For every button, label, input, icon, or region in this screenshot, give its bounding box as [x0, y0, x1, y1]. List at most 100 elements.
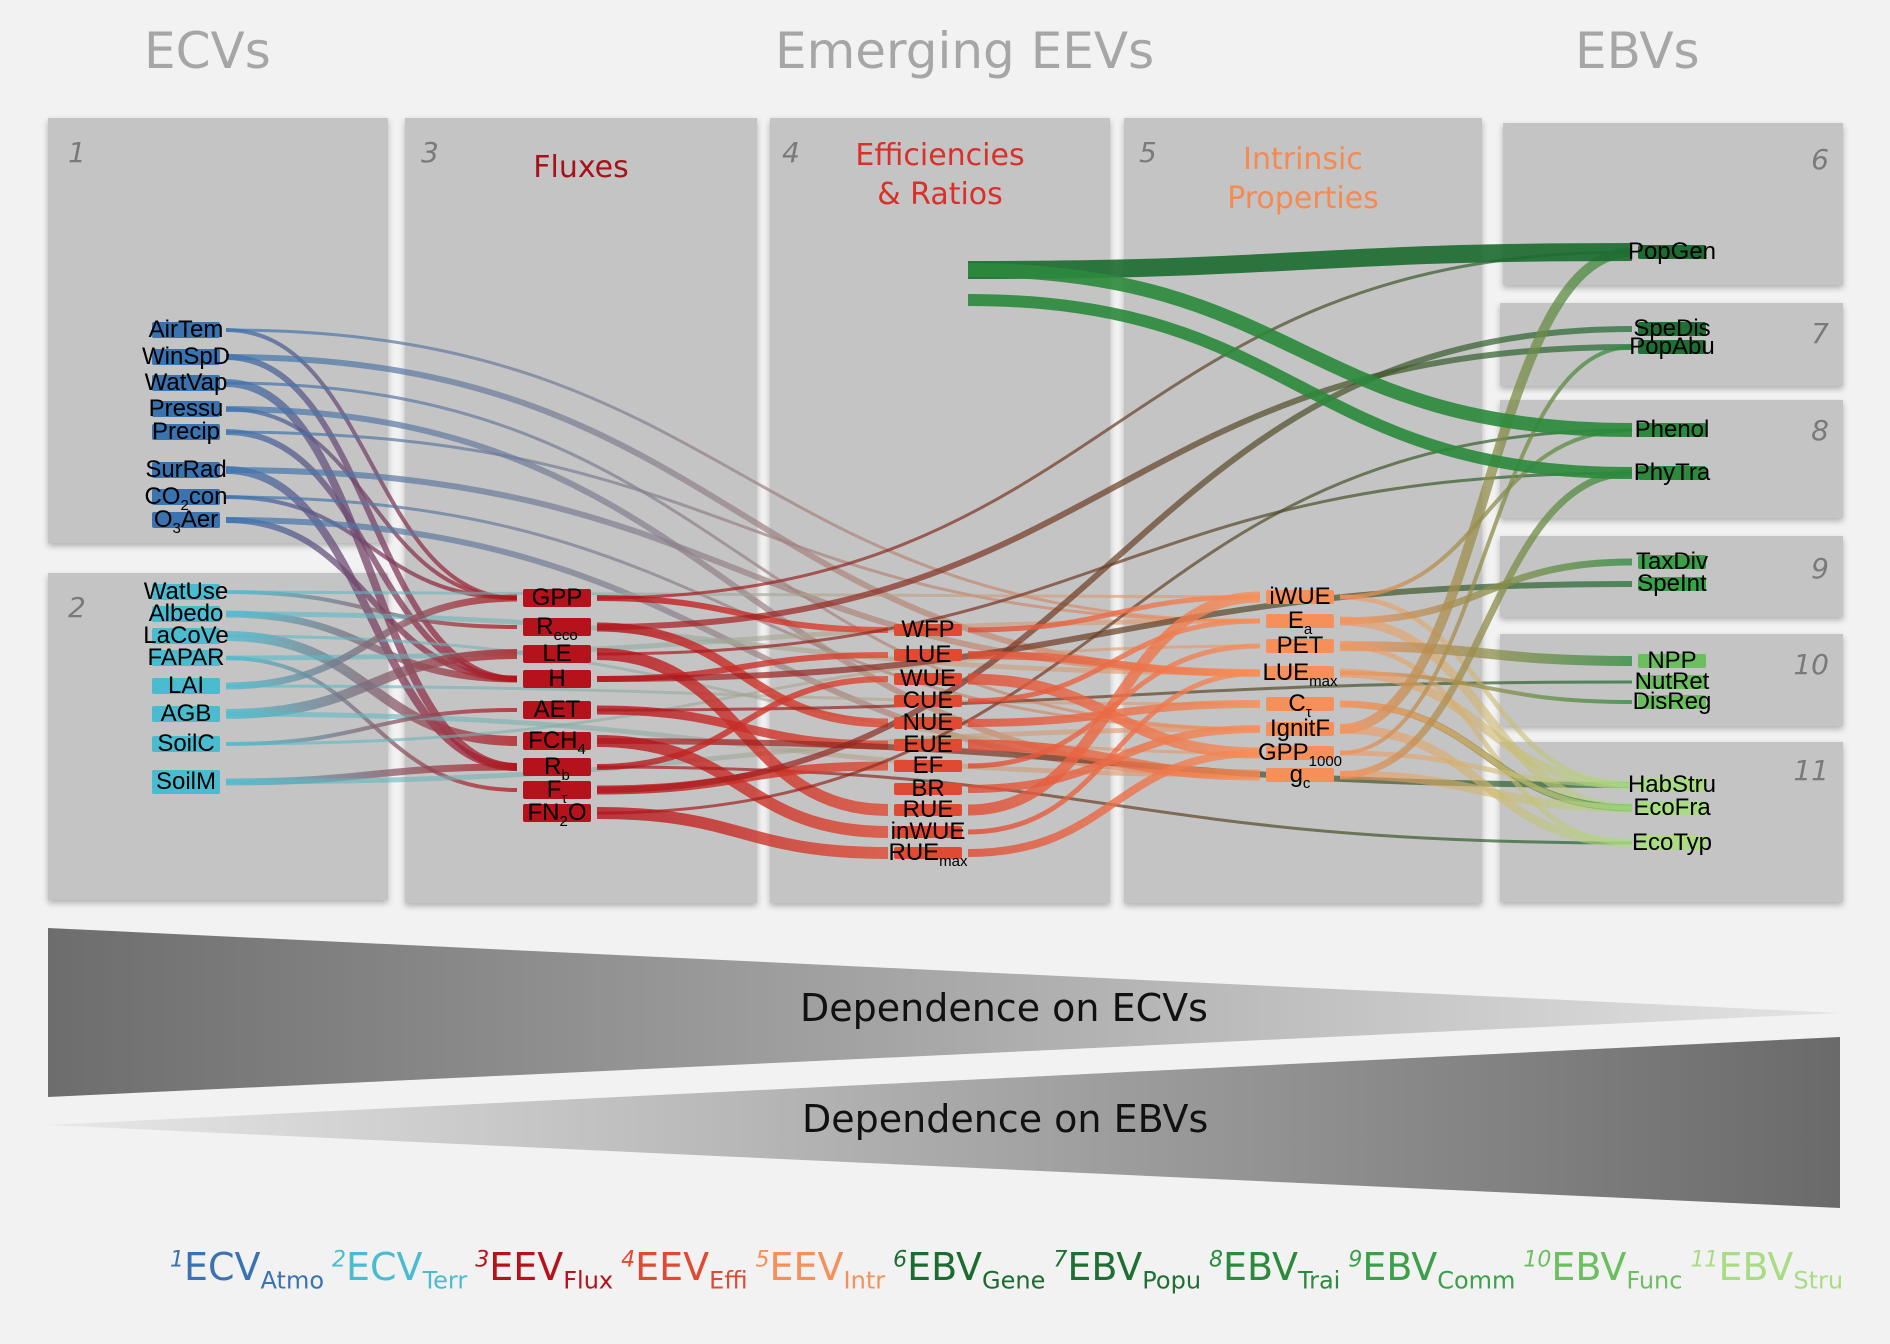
- node-bar-pet: [1266, 639, 1334, 653]
- node-bar-lue: [894, 649, 962, 661]
- panel-number: 11: [1793, 754, 1829, 787]
- node-lai: LAI: [167, 672, 205, 699]
- panel-number: 9: [1811, 552, 1829, 585]
- node-bar-iwue: [1266, 590, 1334, 604]
- link-intr-ebv: [1339, 469, 1633, 779]
- node-fτ: Fτ: [546, 776, 568, 807]
- link-intr-ebv-stru: [1339, 770, 1633, 813]
- node-bar-popabu: [1638, 340, 1706, 354]
- link-atmo-flux: [225, 429, 518, 682]
- node-ef: EF: [912, 752, 944, 779]
- node-habstru: HabStru: [1627, 771, 1717, 798]
- node-popgen: PopGen: [1627, 238, 1717, 265]
- link-trunk-phytra: [967, 294, 1633, 479]
- node-bar-soilc: [152, 736, 220, 752]
- panel-number: 3: [421, 136, 439, 169]
- node-bar-cue: [894, 695, 962, 707]
- node-bar-pressu: [152, 401, 220, 417]
- panel-title-intrinsic-line2: Properties: [1227, 181, 1379, 216]
- link-intr-ebv: [1339, 345, 1633, 755]
- panel-number: 5: [1139, 136, 1157, 169]
- link-trunk-phenol: [967, 263, 1633, 437]
- node-bar-h: [523, 670, 591, 688]
- node-bar-wfp: [894, 624, 962, 636]
- link-atmo-intr: [225, 430, 1261, 623]
- node-iwue: iWUE: [1269, 583, 1331, 610]
- node-wfp: WFP: [901, 616, 955, 643]
- node-bar-ea: [1266, 614, 1334, 628]
- node-bar-fch4: [523, 732, 591, 750]
- panel-title-efficiencies-line1: Efficiencies: [855, 138, 1025, 173]
- legend-item-ebv-gene: 6EBVGene: [893, 1245, 1046, 1295]
- node-bar-eue: [894, 739, 962, 751]
- wedge-ecv-dependence: [48, 928, 1840, 1097]
- panel-number: 1: [68, 136, 86, 169]
- link-flux-ebv: [596, 428, 1633, 815]
- link-flux-effi: [596, 735, 889, 838]
- node-bar-ecotyp: [1638, 836, 1706, 850]
- node-nue: NUE: [902, 709, 954, 736]
- node-fch4: FCH4: [528, 727, 586, 758]
- node-soilc: SoilC: [157, 730, 215, 757]
- node-bar-surrad: [152, 462, 220, 478]
- node-ecofra: EcoFra: [1633, 794, 1711, 821]
- legend-item-ebv-trai: 8EBVTrai: [1209, 1245, 1341, 1295]
- node-fapar: FAPAR: [147, 644, 225, 671]
- wedge-label-ebvs: Dependence on EBVs: [802, 1097, 1209, 1141]
- node-bar-disreg: [1638, 695, 1706, 709]
- link-terr-flux: [225, 649, 518, 719]
- node-o3aer: O3Aer: [153, 506, 219, 537]
- link-effi-intr: [967, 749, 1261, 857]
- link-atmo-flux: [225, 466, 518, 771]
- link-effi-intr: [967, 591, 1261, 816]
- node-inwue: inWUE: [890, 818, 966, 845]
- node-bar-watvap: [152, 375, 220, 391]
- node-watuse: WatUse: [143, 578, 229, 605]
- node-gpp1000: GPP1000: [1257, 739, 1343, 770]
- node-gc: gc: [1289, 761, 1311, 792]
- panel-number: 6: [1811, 143, 1829, 176]
- link-atmo-flux: [225, 328, 518, 600]
- node-soilm: SoilM: [155, 768, 216, 795]
- legend-item-eev-flux: 3EEVFlux: [475, 1245, 614, 1295]
- panel-9-ebv-comm: 9: [1500, 536, 1843, 617]
- link-terr-flux: [225, 594, 518, 690]
- link-flux-ebv: [596, 344, 1633, 630]
- node-bar-ef: [894, 760, 962, 772]
- node-bar-watuse: [152, 584, 220, 600]
- header-emerging-eevs: Emerging EEVs: [775, 22, 1155, 80]
- legend-item-ebv-func: 10EBVFunc: [1523, 1245, 1683, 1295]
- node-eue: EUE: [903, 731, 953, 758]
- node-bar-co2con: [152, 489, 220, 505]
- legend-item-ecv-terr: 2ECVTerr: [332, 1245, 468, 1295]
- link-intr-ebv: [1339, 247, 1633, 734]
- link-trunk-popgen: [967, 243, 1633, 279]
- node-npp: NPP: [1647, 647, 1697, 674]
- node-ecotyp: EcoTyp: [1631, 829, 1713, 856]
- panel-number: 7: [1811, 317, 1829, 350]
- node-wue: WUE: [900, 665, 956, 692]
- node-watvap: WatVap: [144, 369, 228, 396]
- legend-item-ebv-stru: 11EBVStru: [1690, 1245, 1844, 1295]
- node-bar-gc: [1266, 768, 1334, 782]
- wedge-ebv-dependence: [48, 1037, 1840, 1208]
- node-bar-lacove: [152, 628, 220, 644]
- node-ignitf: IgnitF: [1269, 715, 1331, 742]
- panel-number: 4: [782, 136, 800, 169]
- node-phenol: Phenol: [1634, 416, 1710, 443]
- link-flux-effi: [596, 595, 889, 633]
- link-effi-intr: [967, 670, 1261, 835]
- node-co2con: CO2con: [144, 483, 228, 514]
- node-bar-airtem: [152, 322, 220, 338]
- node-bar-le: [523, 645, 591, 663]
- node-cτ: Cτ: [1288, 690, 1312, 721]
- panel-8-ebv-trai: 8: [1500, 400, 1843, 518]
- node-bar-cτ: [1266, 697, 1334, 711]
- node-bar-rb: [523, 758, 591, 776]
- node-phytra: PhyTra: [1633, 459, 1711, 486]
- panel-title-intrinsic-line1: Intrinsic: [1243, 142, 1363, 177]
- node-bar-luemax: [1266, 666, 1334, 680]
- node-bar-precip: [152, 424, 220, 440]
- node-le: LE: [542, 640, 572, 667]
- link-terr-flux: [225, 656, 518, 792]
